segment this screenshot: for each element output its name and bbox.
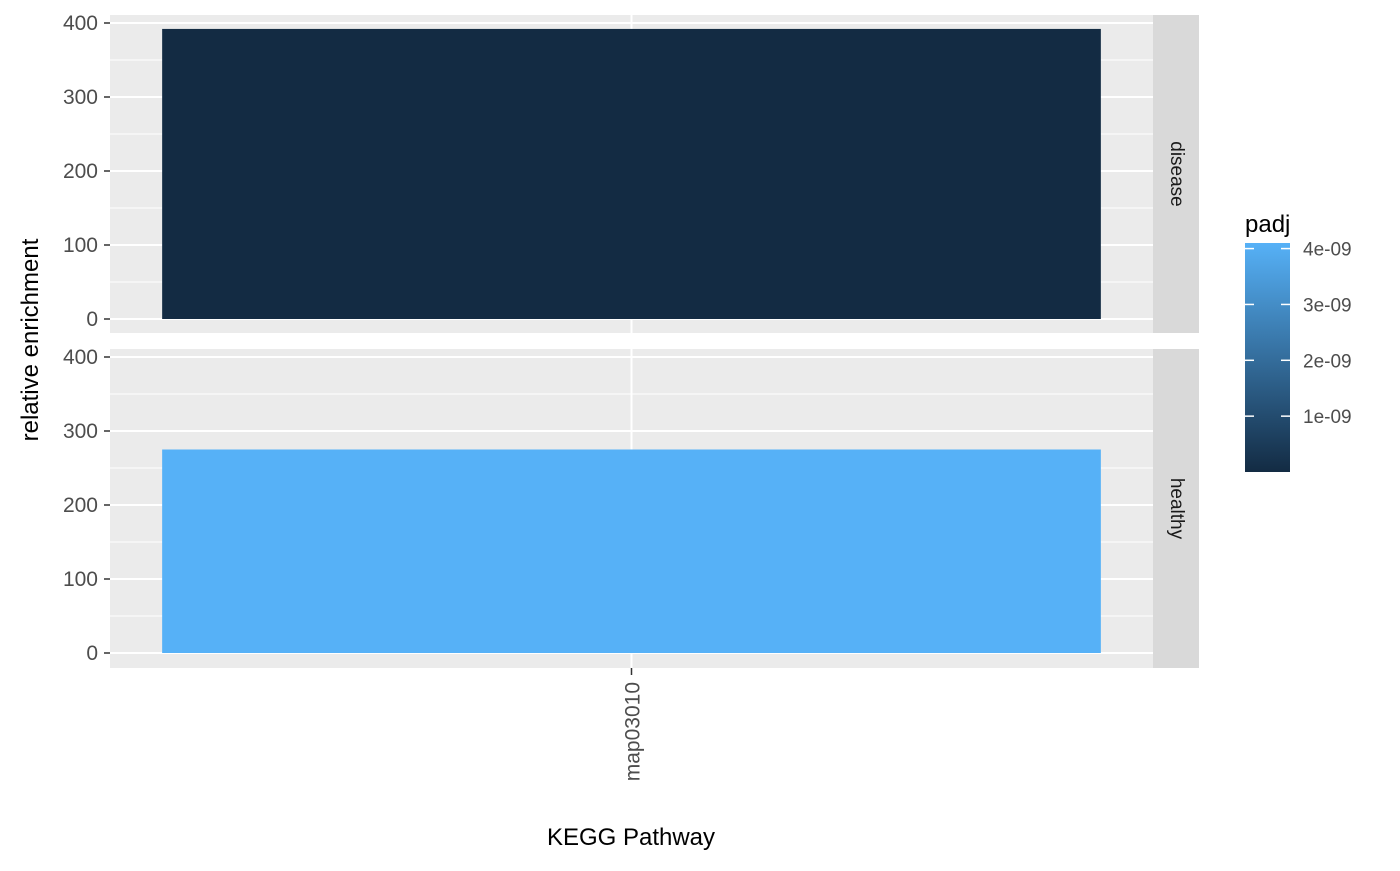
- facet-panel-disease: 0 100 200 300 400 disease: [63, 12, 1199, 333]
- y-tick-label: 400: [63, 346, 98, 369]
- bar-disease-map03010: [162, 28, 1101, 319]
- panels-layer: 0 100 200 300 400 disease 0 100 200 300 400 healthy: [63, 12, 1199, 668]
- padj-colorbar-legend: padj 1e-09 2e-09 3e-09 4e-09: [1245, 211, 1352, 472]
- y-axis-title: relative enrichment: [17, 238, 44, 441]
- x-tick-label-map03010: map03010: [622, 682, 645, 781]
- y-tick-label: 100: [63, 234, 98, 257]
- strip-label-disease: disease: [1166, 141, 1187, 207]
- y-tick-label: 300: [63, 420, 98, 443]
- facet-panel-healthy: 0 100 200 300 400 healthy: [63, 346, 1199, 668]
- y-tick-label: 200: [63, 160, 98, 183]
- colorbar-gradient: [1245, 243, 1290, 472]
- colorbar-tick-label: 4e-09: [1303, 240, 1352, 261]
- colorbar-ticks: 1e-09 2e-09 3e-09 4e-09: [1245, 240, 1352, 428]
- strip-background: [1153, 349, 1199, 668]
- y-tick-label: 200: [63, 494, 98, 517]
- colorbar-tick-label: 2e-09: [1303, 351, 1352, 372]
- strip-background: [1153, 15, 1199, 333]
- x-axis-title: KEGG Pathway: [547, 824, 715, 851]
- colorbar-tick-label: 1e-09: [1303, 407, 1352, 428]
- y-tick-label: 300: [63, 86, 98, 109]
- y-tick-label: 0: [86, 642, 98, 665]
- colorbar-tick-label: 3e-09: [1303, 295, 1352, 316]
- y-tick-label: 0: [86, 308, 98, 331]
- x-axis: map03010: [622, 668, 645, 781]
- strip-label-healthy: healthy: [1166, 478, 1187, 540]
- y-tick-label: 100: [63, 568, 98, 591]
- bar-healthy-map03010: [162, 449, 1101, 653]
- legend-title: padj: [1245, 211, 1290, 238]
- y-tick-label: 400: [63, 12, 98, 35]
